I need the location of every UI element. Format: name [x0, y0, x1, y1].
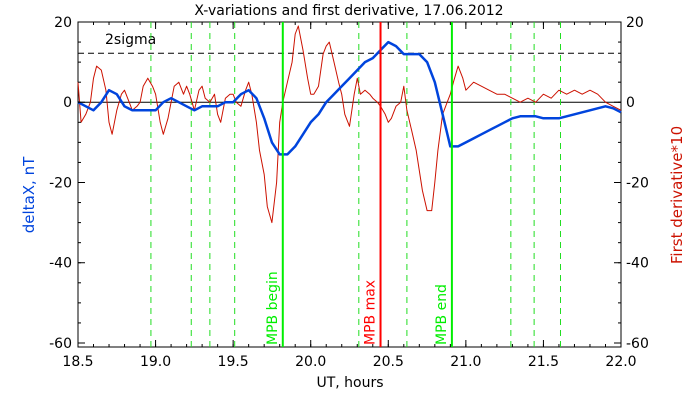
y-tick-label-right: 20 [626, 15, 644, 31]
y-axis-right-label: First derivative*10 [668, 126, 686, 264]
y-tick-label-right: -40 [626, 256, 649, 272]
x-tick-label: 20.0 [295, 354, 326, 370]
x-axis-label: UT, hours [316, 375, 383, 391]
y-axis-left-label: deltaX, nT [20, 156, 38, 233]
derivative-series-line [77, 25, 622, 224]
series-layer [77, 25, 622, 224]
plot-frame [77, 21, 622, 348]
mpb-marker-label: MPB begin [265, 271, 281, 345]
x-tick-label: 22.0 [605, 354, 636, 370]
plot-area: 2sigma MPB begin MPB max MPB end [77, 21, 622, 348]
x-tick-label: 21.0 [450, 354, 481, 370]
y-tick-label-right: 0 [626, 95, 635, 111]
mpb-marker-label: MPB max [363, 280, 379, 345]
mpb-marker-label: MPB end [434, 284, 450, 345]
y-axis-right-ticks: 20 0 -20 -40 -60 [614, 15, 649, 352]
deltax-series-line [77, 40, 622, 156]
y-tick-label-left: -20 [49, 175, 72, 191]
y-tick-label-left: -60 [49, 336, 72, 352]
x-axis-ticks: 18.5 19.0 19.5 20.0 20.5 21.0 21.5 22.0 [62, 22, 637, 370]
chart-title: X-variations and first derivative, 17.06… [194, 3, 503, 19]
x-tick-label: 20.5 [373, 354, 404, 370]
two-sigma-label: 2sigma [105, 32, 156, 48]
y-tick-label-left: -40 [49, 256, 72, 272]
y-tick-label-right: -60 [626, 336, 649, 352]
x-tick-label: 18.5 [62, 354, 93, 370]
x-tick-label: 19.5 [218, 354, 249, 370]
mpb-marker-lines: MPB begin MPB max MPB end [265, 22, 453, 347]
y-tick-label-left: 0 [63, 95, 72, 111]
x-tick-label: 21.5 [528, 354, 559, 370]
y-tick-label-right: -20 [626, 175, 649, 191]
y-tick-label-left: 20 [54, 15, 72, 31]
y-axis-left-ticks: 20 0 -20 -40 -60 [49, 15, 85, 352]
x-tick-label: 19.0 [140, 354, 171, 370]
